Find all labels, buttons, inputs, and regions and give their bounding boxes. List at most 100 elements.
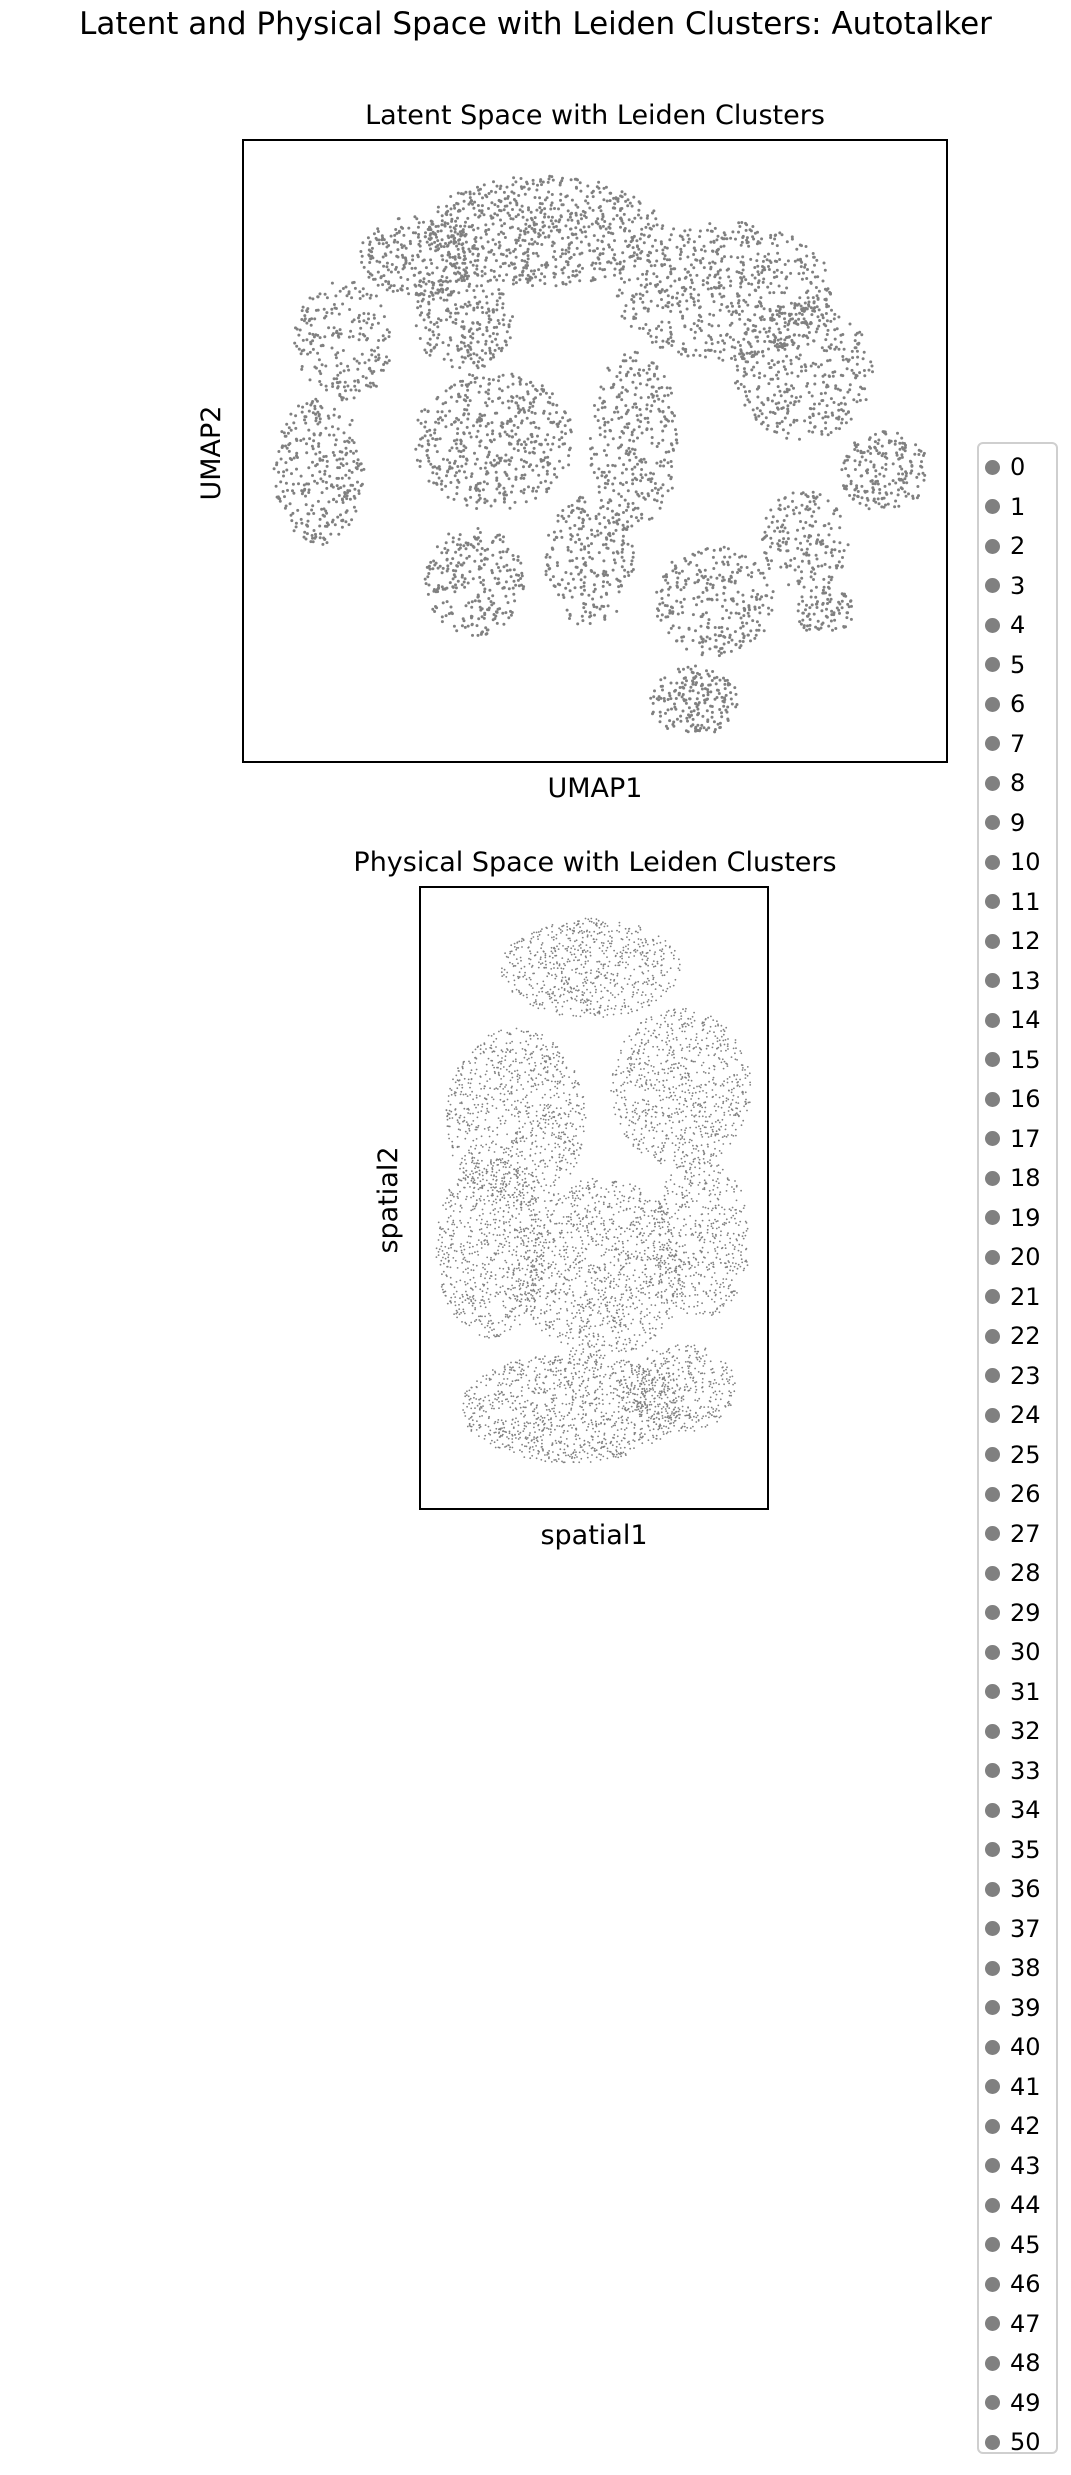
scatter-point <box>554 258 558 261</box>
scatter-point <box>649 251 653 255</box>
scatter-point <box>606 604 610 608</box>
scatter-point <box>302 483 306 487</box>
scatter-point <box>858 501 862 505</box>
scatter-point <box>821 588 825 592</box>
scatter-point <box>631 236 635 240</box>
scatter-point <box>560 436 564 440</box>
scatter-point <box>381 283 385 287</box>
scatter-point <box>709 348 713 352</box>
scatter-point <box>910 464 914 468</box>
scatter-point <box>436 205 440 209</box>
scatter-point <box>539 481 543 485</box>
scatter-point <box>618 503 622 507</box>
scatter-point <box>510 429 514 433</box>
scatter-point <box>451 585 455 589</box>
scatter-point <box>473 200 477 204</box>
scatter-point <box>789 401 793 405</box>
scatter-point <box>444 484 448 488</box>
scatter-point <box>850 349 854 353</box>
scatter-point <box>855 349 859 353</box>
scatter-point <box>449 395 453 399</box>
scatter-point <box>679 719 683 723</box>
scatter-point <box>523 410 527 414</box>
scatter-point <box>427 328 431 332</box>
scatter-point <box>528 406 532 409</box>
scatter-point <box>631 555 635 559</box>
scatter-point <box>680 286 684 290</box>
scatter-point <box>368 296 372 300</box>
scatter-point <box>848 494 852 497</box>
scatter-point <box>653 498 656 502</box>
scatter-point <box>668 694 672 698</box>
scatter-point <box>805 384 809 388</box>
scatter-point <box>811 490 815 494</box>
scatter-point <box>308 437 312 441</box>
scatter-point <box>372 370 376 373</box>
scatter-point <box>547 567 551 571</box>
scatter-point <box>417 242 421 246</box>
scatter-point <box>830 308 833 312</box>
scatter-point <box>457 469 461 473</box>
scatter-point <box>461 379 465 383</box>
scatter-point <box>710 715 714 719</box>
scatter-point <box>602 605 606 608</box>
scatter-point <box>680 639 684 643</box>
scatter-point <box>757 414 761 418</box>
scatter-point <box>544 438 548 442</box>
scatter-point <box>727 275 731 279</box>
scatter-point <box>659 240 663 244</box>
scatter-point <box>505 330 509 334</box>
scatter-point <box>422 220 425 224</box>
scatter-point <box>312 433 316 437</box>
scatter-point <box>424 231 427 235</box>
scatter-point <box>713 626 717 629</box>
scatter-point <box>794 319 798 323</box>
scatter-point <box>496 319 500 322</box>
scatter-point <box>783 344 787 348</box>
scatter-point <box>478 424 482 428</box>
scatter-point <box>440 219 444 223</box>
scatter-point <box>844 487 848 491</box>
scatter-point <box>526 392 530 396</box>
scatter-point <box>510 435 514 439</box>
scatter-point <box>502 232 506 236</box>
scatter-point <box>467 601 471 605</box>
scatter-point <box>480 559 483 563</box>
scatter-point <box>281 444 285 448</box>
scatter-point <box>738 555 742 559</box>
scatter-point <box>840 606 844 610</box>
scatter-point <box>320 491 324 495</box>
scatter-point <box>427 315 431 319</box>
scatter-point <box>523 440 526 444</box>
scatter-point <box>588 615 592 619</box>
scatter-point <box>587 551 591 554</box>
scatter-point <box>811 566 815 570</box>
scatter-point <box>428 238 432 241</box>
scatter-point <box>833 337 837 341</box>
scatter-point <box>461 228 465 232</box>
scatter-point <box>717 654 721 658</box>
scatter-point <box>709 690 713 694</box>
scatter-point <box>500 421 504 425</box>
scatter-point <box>777 547 780 551</box>
scatter-point <box>756 592 760 596</box>
scatter-point <box>638 382 642 386</box>
scatter-point <box>751 235 755 239</box>
scatter-point <box>686 665 690 669</box>
scatter-point <box>415 458 419 462</box>
scatter-point <box>573 586 577 590</box>
scatter-point <box>529 210 533 214</box>
scatter-point <box>616 199 620 203</box>
scatter-point <box>895 453 899 457</box>
scatter-point <box>435 450 439 454</box>
scatter-point <box>642 496 646 500</box>
scatter-point <box>472 228 476 232</box>
scatter-point <box>840 421 844 425</box>
scatter-point <box>687 706 691 710</box>
scatter-point <box>576 533 580 537</box>
scatter-point <box>624 359 628 363</box>
scatter-point <box>567 250 571 254</box>
scatter-point <box>673 705 677 709</box>
scatter-point <box>513 266 517 270</box>
scatter-point <box>452 497 456 501</box>
